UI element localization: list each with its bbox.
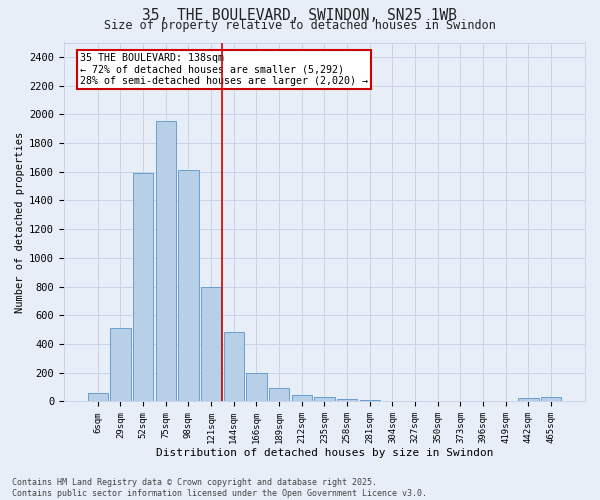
Bar bbox=[269, 388, 289, 402]
Bar bbox=[292, 395, 312, 402]
Bar bbox=[337, 399, 358, 402]
Bar bbox=[201, 286, 221, 402]
Bar bbox=[155, 122, 176, 402]
Text: Size of property relative to detached houses in Swindon: Size of property relative to detached ho… bbox=[104, 18, 496, 32]
Text: Contains HM Land Registry data © Crown copyright and database right 2025.
Contai: Contains HM Land Registry data © Crown c… bbox=[12, 478, 427, 498]
Bar bbox=[359, 400, 380, 402]
Bar bbox=[224, 332, 244, 402]
Bar bbox=[541, 397, 562, 402]
Text: 35 THE BOULEVARD: 138sqm
← 72% of detached houses are smaller (5,292)
28% of sem: 35 THE BOULEVARD: 138sqm ← 72% of detach… bbox=[80, 54, 368, 86]
Y-axis label: Number of detached properties: Number of detached properties bbox=[15, 132, 25, 312]
X-axis label: Distribution of detached houses by size in Swindon: Distribution of detached houses by size … bbox=[155, 448, 493, 458]
Bar bbox=[314, 397, 335, 402]
Bar bbox=[518, 398, 539, 402]
Bar bbox=[110, 328, 131, 402]
Bar bbox=[246, 372, 266, 402]
Bar bbox=[133, 173, 154, 402]
Text: 35, THE BOULEVARD, SWINDON, SN25 1WB: 35, THE BOULEVARD, SWINDON, SN25 1WB bbox=[143, 8, 458, 22]
Bar bbox=[88, 394, 108, 402]
Bar bbox=[178, 170, 199, 402]
